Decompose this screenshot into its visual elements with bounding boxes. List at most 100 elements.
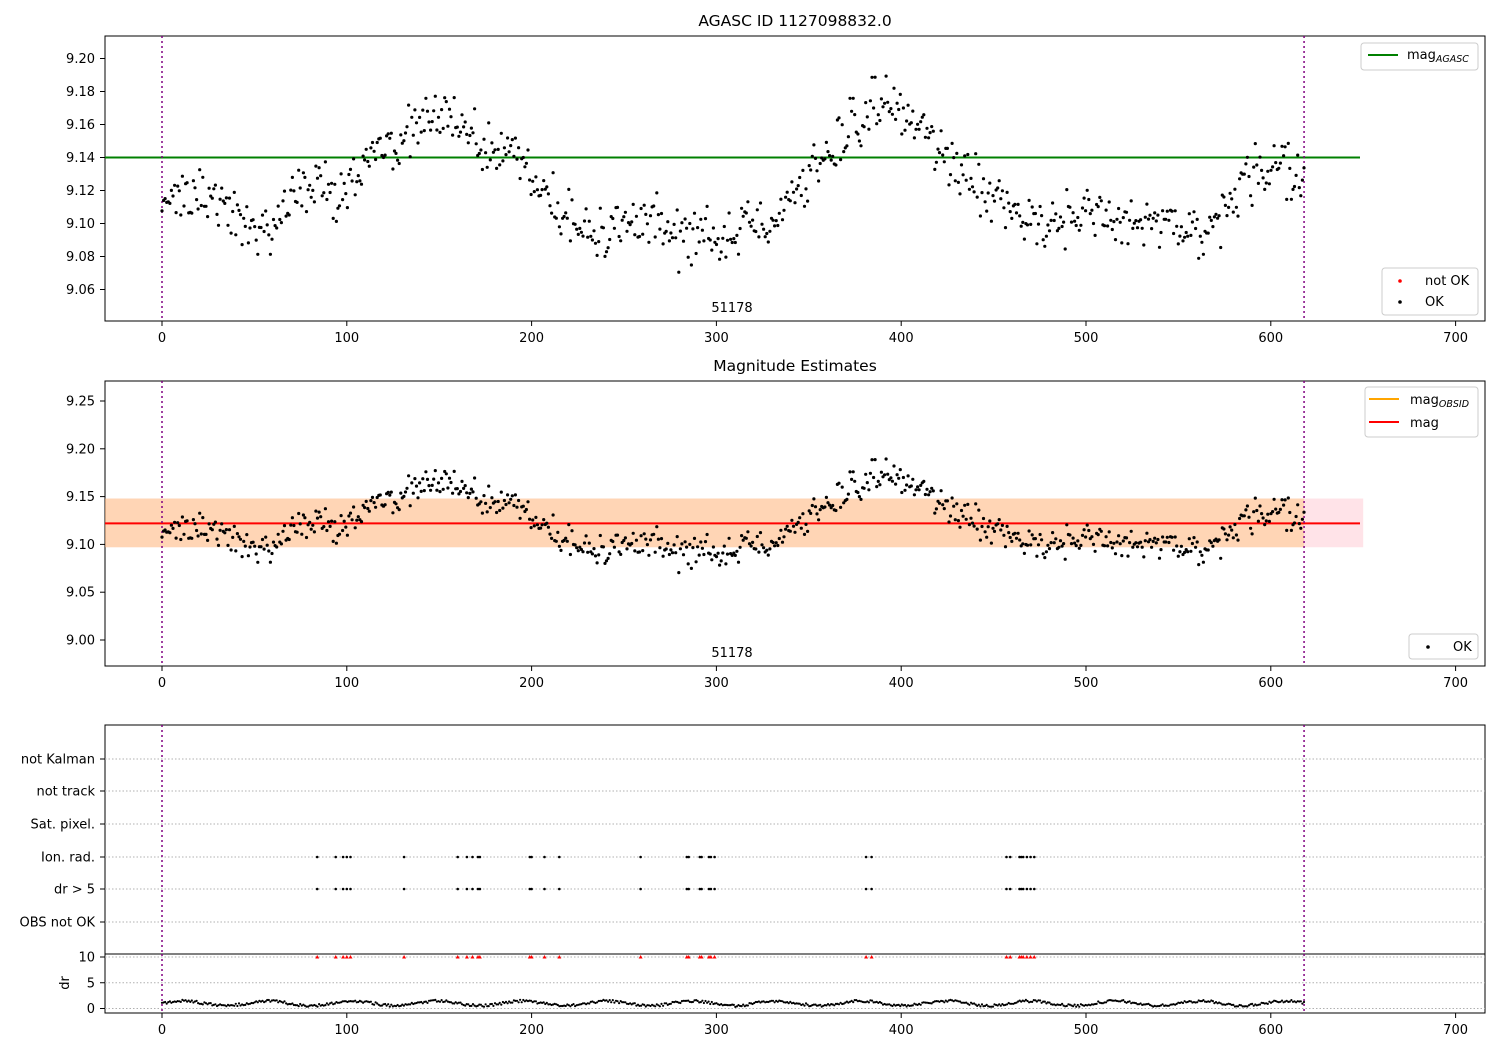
data-point-ok	[670, 551, 675, 555]
data-point-ok	[326, 520, 331, 524]
data-point-ok	[1214, 212, 1218, 216]
data-point-ok	[1230, 528, 1234, 532]
data-point-ok	[848, 470, 852, 474]
data-point-ok	[716, 237, 720, 241]
data-point-ok	[515, 157, 519, 161]
dr-point	[699, 1001, 702, 1004]
flag-point-dr	[1021, 887, 1025, 891]
dr-point	[292, 1003, 295, 1007]
flag-point-ion-rad	[1021, 855, 1025, 859]
data-point-ok	[857, 139, 862, 143]
data-point-ok	[1140, 545, 1144, 549]
dr-point	[973, 1002, 976, 1005]
data-point-ok	[765, 231, 769, 236]
data-point-ok	[791, 524, 796, 528]
data-point-ok	[468, 133, 472, 138]
data-point-ok	[1225, 538, 1229, 542]
dr-point	[996, 1004, 999, 1007]
dr-point	[236, 1004, 239, 1008]
data-point-ok	[1040, 538, 1044, 542]
dr-point	[638, 1004, 641, 1008]
dr-flagged-marker	[455, 955, 460, 959]
dr-point	[1123, 1000, 1126, 1004]
data-point-ok	[177, 523, 181, 528]
flag-point-ion-rad	[700, 855, 703, 859]
dr-flagged-marker	[864, 955, 869, 959]
dr-point	[929, 1002, 932, 1005]
data-point-ok	[190, 536, 194, 540]
dr-point	[427, 999, 431, 1002]
data-point-ok	[245, 205, 249, 209]
dr-point	[1252, 1004, 1255, 1007]
data-point-ok	[204, 532, 208, 537]
data-point-ok	[746, 530, 750, 534]
dr-point	[291, 1002, 294, 1005]
data-point-ok	[507, 150, 511, 154]
data-point-ok	[1150, 227, 1154, 231]
data-point-ok	[399, 491, 403, 495]
data-point-ok	[378, 493, 382, 497]
dr-point	[737, 1004, 740, 1007]
x-tick-label: 300	[704, 676, 729, 691]
dr-point	[1031, 1000, 1034, 1004]
dr-point	[299, 1002, 302, 1006]
data-point-ok	[859, 144, 863, 148]
dr-point	[1103, 1001, 1106, 1004]
data-point-ok	[741, 538, 745, 542]
dr-point	[885, 1003, 888, 1006]
data-point-ok	[495, 510, 499, 515]
data-point-ok	[408, 155, 412, 159]
flag-point-ion-rad	[530, 855, 533, 859]
flag-point-ion-rad	[864, 855, 868, 859]
data-point-ok	[308, 183, 312, 187]
data-point-ok	[1238, 177, 1242, 181]
data-point-ok	[644, 212, 648, 216]
data-point-ok	[692, 211, 697, 215]
dr-point	[1280, 999, 1284, 1002]
data-point-ok	[1161, 209, 1165, 213]
dr-point	[374, 1001, 377, 1004]
dr-point	[316, 1005, 319, 1008]
data-point-ok	[809, 511, 813, 515]
data-point-ok	[1206, 548, 1210, 552]
data-point-ok	[1153, 536, 1157, 540]
data-point-ok	[1286, 496, 1290, 500]
data-point-ok	[1057, 545, 1061, 549]
dr-point	[1042, 1000, 1045, 1003]
data-point-ok	[845, 497, 849, 501]
data-point-ok	[581, 234, 585, 238]
dr-point	[753, 1001, 756, 1005]
data-point-ok	[344, 192, 348, 196]
data-point-ok	[444, 472, 448, 476]
dr-point	[746, 1004, 750, 1007]
dr-point	[569, 1005, 572, 1008]
data-point-ok	[234, 233, 238, 237]
dr-point	[654, 1005, 657, 1008]
dr-flagged-marker	[1004, 955, 1009, 959]
data-point-ok	[1128, 541, 1132, 545]
dr-point	[1293, 1000, 1296, 1003]
data-point-ok	[711, 545, 716, 549]
data-point-ok	[920, 115, 924, 119]
data-point-ok	[1065, 188, 1069, 192]
data-point-ok	[176, 521, 180, 525]
dr-point	[443, 1000, 446, 1003]
flag-label: OBS not OK	[20, 916, 96, 931]
data-point-ok	[1000, 523, 1005, 528]
data-point-ok	[524, 507, 529, 512]
dr-point	[495, 1003, 498, 1006]
data-point-ok	[758, 531, 763, 535]
data-point-ok	[612, 226, 617, 230]
data-point-ok	[386, 490, 390, 494]
data-point-ok	[271, 540, 276, 544]
data-point-ok	[637, 234, 642, 239]
x-tick-label: 300	[704, 331, 729, 346]
data-point-ok	[1128, 218, 1132, 222]
data-point-ok	[669, 548, 673, 552]
data-point-ok	[595, 561, 599, 565]
data-point-ok	[168, 201, 172, 205]
data-point-ok	[1002, 533, 1006, 537]
data-point-ok	[1096, 205, 1100, 209]
x-tick-label: 0	[158, 331, 166, 346]
